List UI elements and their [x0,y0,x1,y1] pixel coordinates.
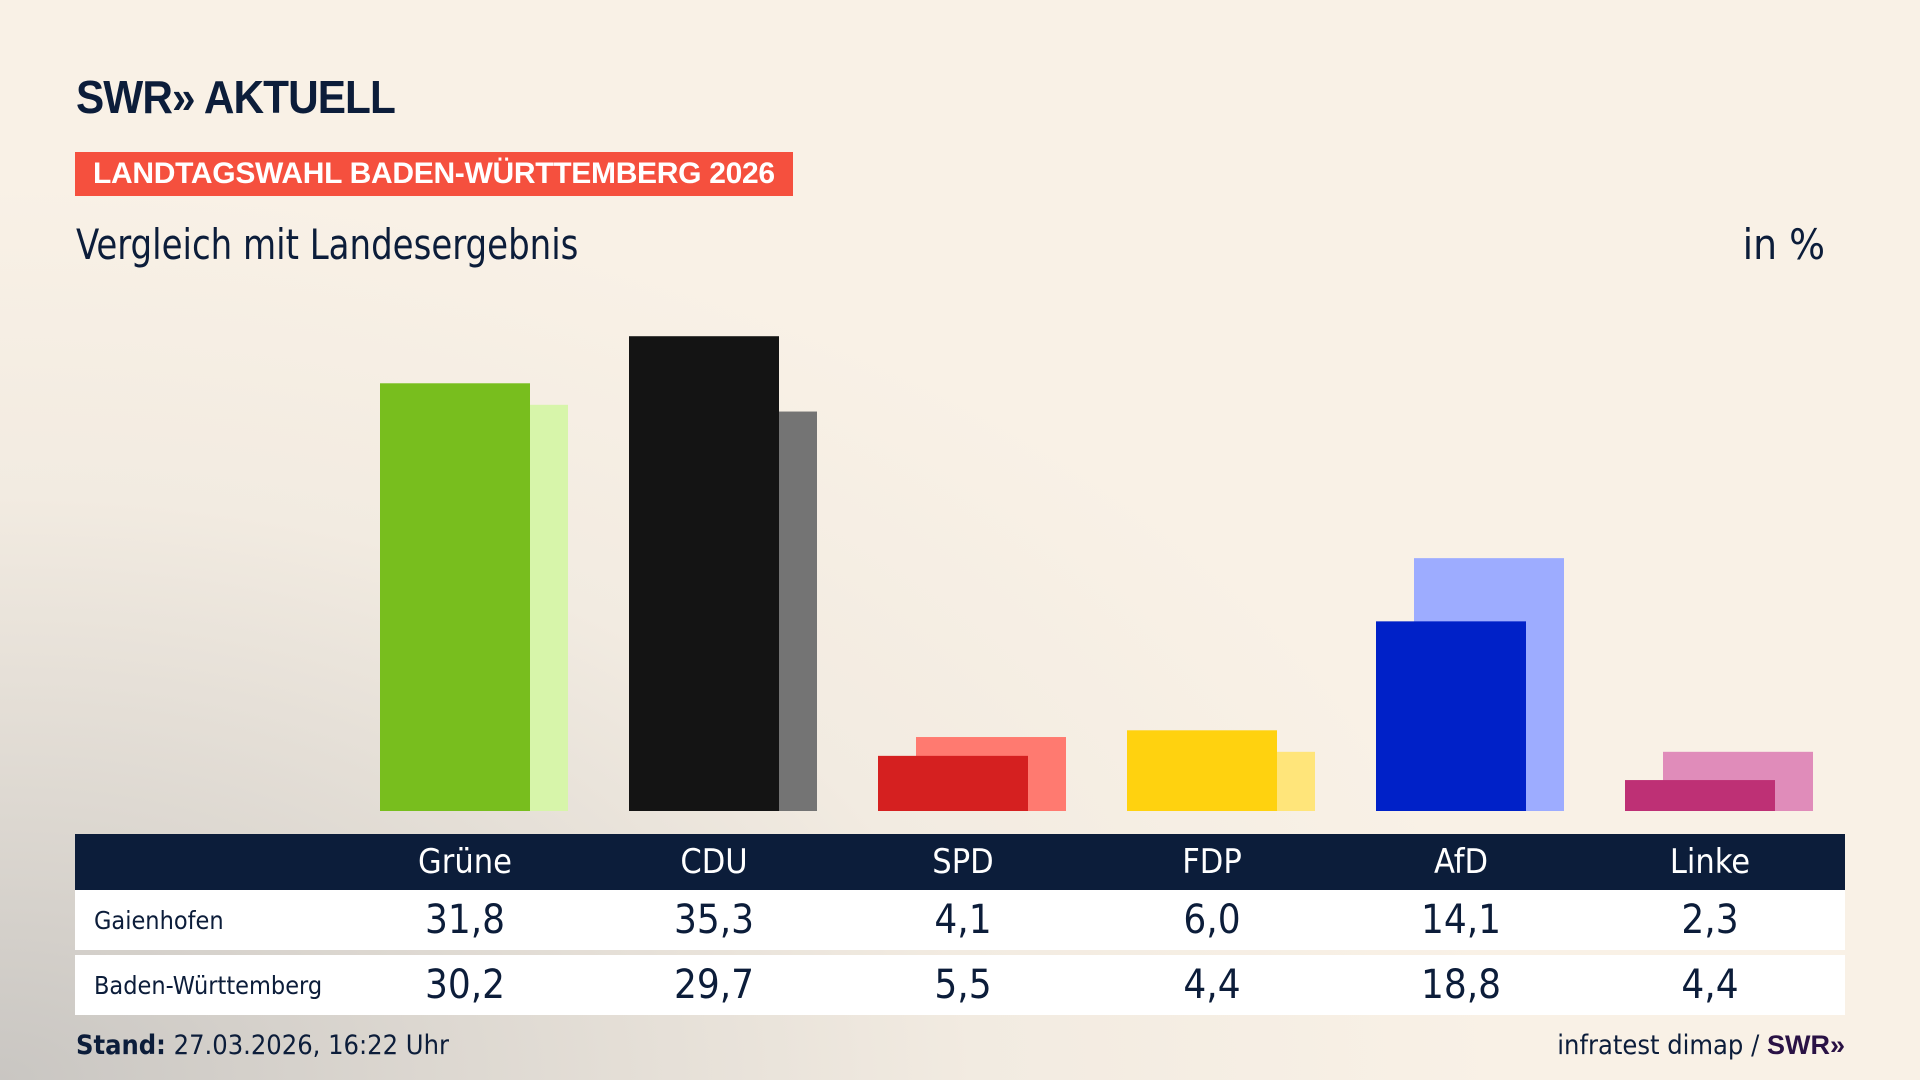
source-text: infratest dimap / [1557,1030,1760,1061]
value-cell: 4,4 [1681,962,1739,1008]
bar-gaienhofen-3 [1127,730,1277,811]
column-header: CDU [680,842,748,882]
bar-gaienhofen-1 [629,336,779,811]
value-cell: 4,4 [1183,962,1241,1008]
bar-gaienhofen-2 [878,755,1028,811]
value-cell: 31,8 [424,897,506,943]
bar-gaienhofen-4 [1376,621,1526,811]
swr-logo: SWR» [1766,1030,1845,1060]
column-header: AfD [1433,842,1489,882]
column-header: Linke [1669,842,1751,882]
swr-aktuell-logo: SWR» AKTUELL [76,71,396,123]
results-table: Grüne CDU SPD FDP AfD Linke Gaienhofen 31,8 35… [75,834,1845,1015]
table-row: Baden-Württemberg 30,2 29,7 5,5 4,4 18,8 4,4 [75,955,1845,1015]
value-cell: 30,2 [424,962,506,1008]
column-header: SPD [932,842,994,882]
value-cell: 6,0 [1183,897,1241,943]
row-label: Baden-Württemberg [94,970,323,1000]
column-header: FDP [1182,842,1242,882]
value-cell: 29,7 [673,962,755,1008]
election-banner: LANDTAGSWAHL BADEN-WÜRTTEMBERG 2026 [75,152,793,196]
value-cell: 2,3 [1681,897,1739,943]
value-cell: 35,3 [673,897,755,943]
stand-value: 27.03.2026, 16:22 Uhr [173,1030,449,1061]
chart-subtitle: Vergleich mit Landesergebnis [76,220,579,269]
row-label: Gaienhofen [94,905,224,935]
unit-label: in % [1742,220,1825,269]
column-header: Grüne [418,842,512,882]
table-header: Grüne CDU SPD FDP AfD Linke [75,834,1845,890]
source: infratest dimap / SWR» [1557,1030,1845,1061]
value-cell: 18,8 [1420,962,1502,1008]
value-cell: 5,5 [934,962,992,1008]
timestamp: Stand: 27.03.2026, 16:22 Uhr [76,1030,449,1061]
table-row: Gaienhofen 31,8 35,3 4,1 6,0 14,1 2,3 [75,890,1845,950]
value-cell: 4,1 [934,897,992,943]
value-cell: 14,1 [1420,897,1502,943]
bar-gaienhofen-5 [1625,780,1775,811]
stand-label: Stand: [76,1030,166,1061]
bar-gaienhofen-0 [380,383,530,811]
